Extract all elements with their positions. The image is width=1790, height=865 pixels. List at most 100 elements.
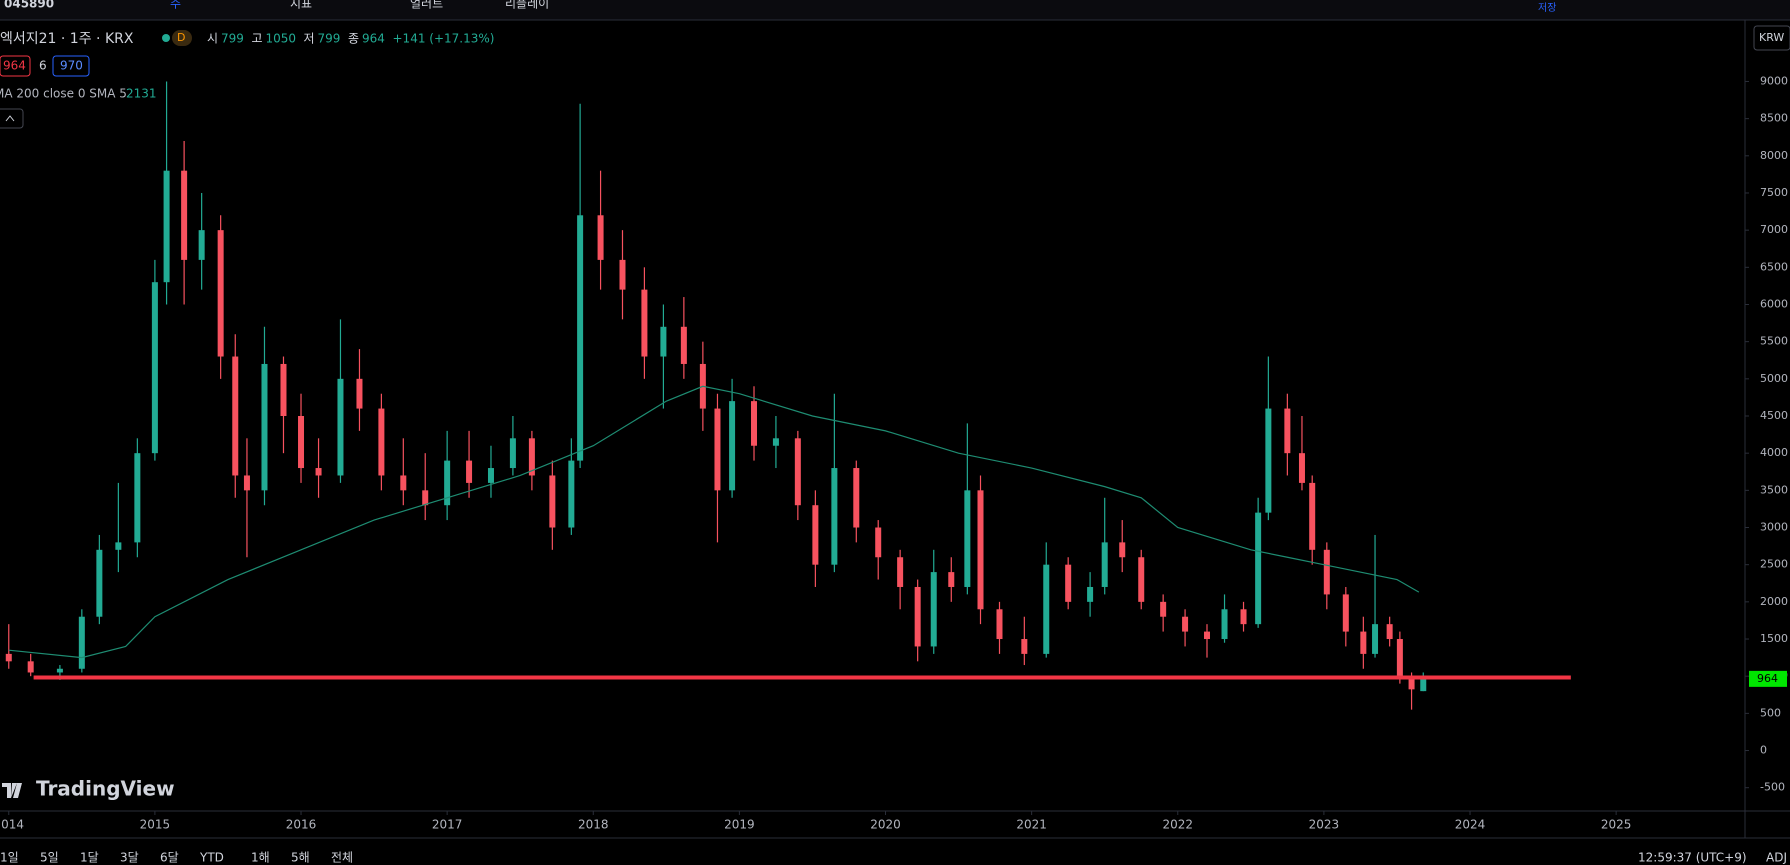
collapse-icon [5,115,15,122]
sma-line [8,385,1420,659]
top-toolbar [0,0,1790,20]
candle-body [1284,408,1291,454]
interval[interactable]: 주 [170,0,181,11]
candle-body [1342,594,1349,632]
ohlc-value: 964 [362,32,385,46]
range-button[interactable]: 1해 [251,851,270,865]
badge-text: D [177,31,185,44]
candle-body [897,557,904,587]
y-tick-label: 8000 [1760,149,1788,162]
range-button[interactable]: 3달 [120,851,139,865]
candle-body [641,289,648,357]
range-button[interactable]: 1달 [80,851,99,865]
candle-body [163,170,170,283]
candle-body [1065,564,1072,602]
clock: 12:59:37 (UTC+9) [1638,851,1747,865]
last-price-label: 964 [1757,672,1778,685]
candle-body [198,230,205,260]
candle-body [948,572,955,587]
x-tick-label: 2015 [140,818,171,832]
candle-body [577,215,584,461]
x-tick-label: 2016 [286,818,317,832]
y-tick-label: 7000 [1760,223,1788,236]
candle-body [1203,631,1210,640]
y-tick-label: 1500 [1760,632,1788,645]
last-price-box [1749,670,1787,687]
candle-body [280,363,287,416]
candle-body [1420,678,1427,692]
range-button[interactable]: 5일 [40,851,59,865]
candle-body [930,572,937,647]
candle-body [509,438,516,469]
candle-body [964,490,971,587]
candle-body [772,438,779,446]
candle-body [151,282,158,454]
y-tick-label: 5000 [1760,372,1788,385]
adj[interactable]: ADJ [1766,851,1787,865]
candle-body [422,490,429,506]
candle-body [5,653,12,662]
candle-body [714,408,721,491]
candle-body [1182,616,1189,632]
candles [5,81,1427,710]
candle-body [549,475,556,528]
y-tick-label: 0 [1760,744,1767,757]
symbol-name: 엑서지21 · 1주 · KRX [0,31,134,47]
range-buttons: 1일 5일 1달 3달 6달 YTD 1해 5해 전체 [0,851,353,865]
candle-body [243,475,250,491]
y-tick-label: 3000 [1760,521,1788,534]
candle-body [1372,624,1379,654]
y-tick-label: 3500 [1760,483,1788,496]
toolbar-item[interactable]: 지표 [290,0,312,11]
candle-body [1386,624,1393,640]
candle-body [729,401,736,491]
candle-body [356,378,363,409]
toolbar-item[interactable]: 얼러트 [410,0,443,11]
currency-button[interactable] [1753,25,1790,51]
candle-body [1160,601,1167,617]
candle-body [1087,586,1094,602]
y-tick-label: 8500 [1760,112,1788,125]
symbol-search[interactable]: 045890 [4,0,54,11]
toolbar-item[interactable]: 리플레이 [505,0,549,11]
range-button[interactable]: YTD [199,851,224,865]
candle-body [568,460,575,528]
logo-icon [2,783,22,798]
bid-box [0,55,31,77]
indicator-value: 2131 [126,87,157,101]
candle-body [996,609,1003,640]
y-tick-label: 9000 [1760,74,1788,87]
y-tick-label: 2500 [1760,558,1788,571]
range-button[interactable]: 1일 [0,851,19,865]
candle-body [794,438,801,506]
ohlc-label: 종 [348,32,359,46]
candle-body [831,468,838,565]
indicator-label: MA 200 close 0 SMA 5 [0,87,127,101]
logo: TradingView [36,777,175,801]
ohlc-label: 시 [207,32,218,46]
y-tick-label: -500 [1760,781,1785,794]
candle-body [1240,609,1247,625]
candle-body [466,460,473,483]
candle-body [1255,512,1262,625]
range-button[interactable]: 6달 [160,851,179,865]
candle-body [1396,639,1403,677]
candle-body [619,259,626,290]
x-tick-label: 2021 [1016,818,1047,832]
save-button[interactable]: 저장 [1538,2,1556,14]
candle-body [181,170,188,260]
change: +141 (+17.13%) [393,32,495,46]
candle-body [134,453,141,543]
candle-body [1298,453,1305,483]
candle-body [875,527,882,558]
candle-body [444,460,451,506]
currency: KRW [1759,31,1784,44]
range-button[interactable]: 전체 [331,851,353,865]
candle-body [315,468,322,476]
candle-body [78,616,85,669]
range-button[interactable]: 5해 [291,851,310,865]
candle-body [812,505,819,565]
candle-body [337,378,344,476]
ohlc-label: 저 [304,32,315,46]
x-tick-label: 2018 [578,818,609,832]
